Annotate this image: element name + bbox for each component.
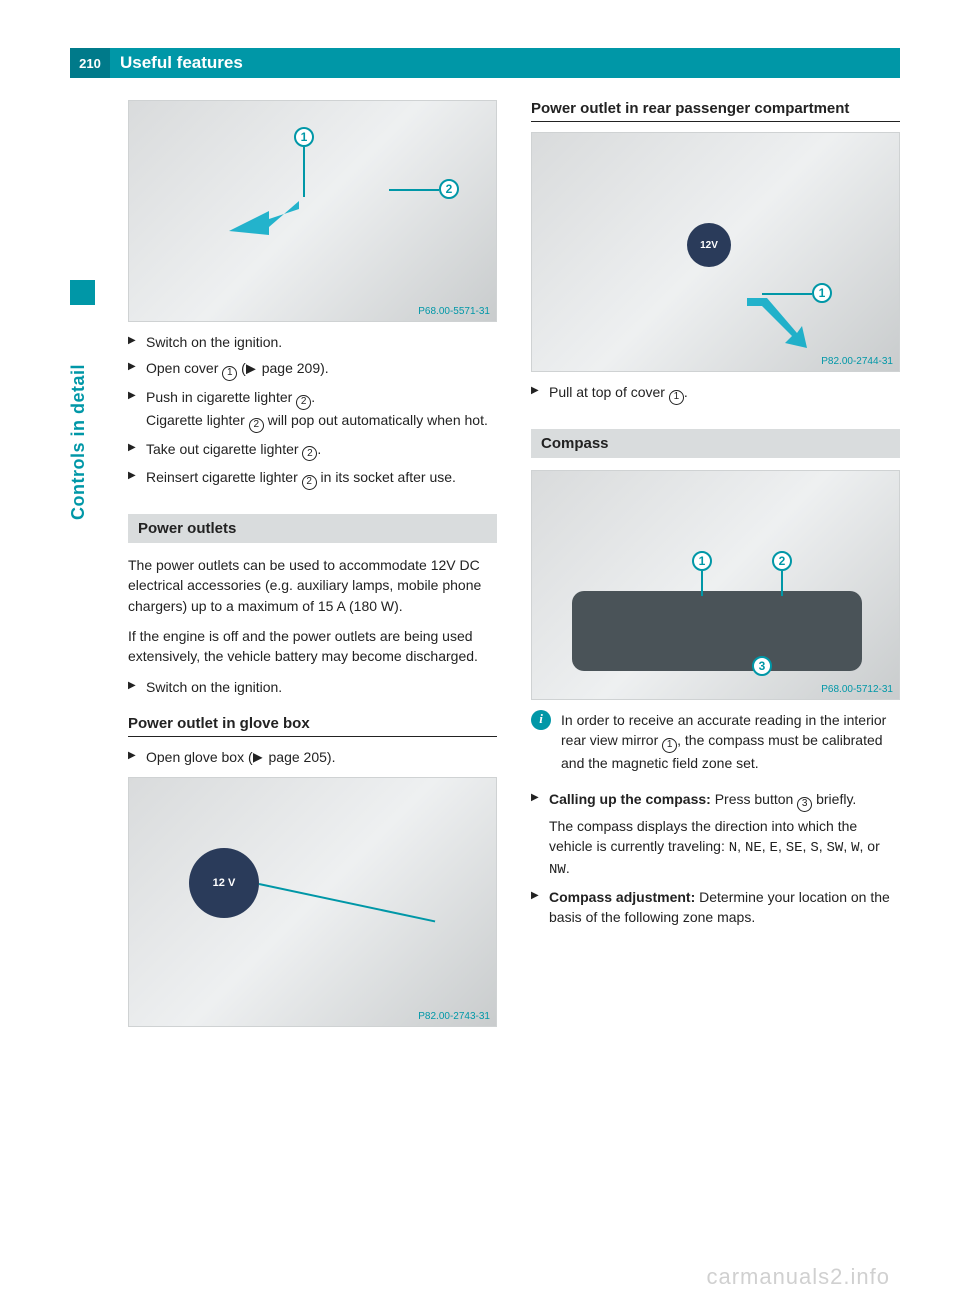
callout-1: 1 <box>692 551 712 571</box>
figure-compass-mirror: 1 2 3 P68.00-5712-31 <box>531 470 900 700</box>
section-heading: Compass <box>531 429 900 458</box>
figure-rear-outlet: 12V 1 P82.00-2744-31 <box>531 132 900 372</box>
outlet-12v-icon: 12V <box>687 223 731 267</box>
figure-glove-box-outlet: 12 V P82.00-2743-31 <box>128 777 497 1027</box>
watermark-text: carmanuals2.info <box>706 1264 890 1290</box>
info-note: i In order to receive an accurate readin… <box>531 710 900 773</box>
step-result: The compass displays the direction into … <box>549 816 900 881</box>
callout-1: 1 <box>294 127 314 147</box>
callout-line <box>303 147 305 197</box>
section-heading: Power outlets <box>128 514 497 543</box>
header-bar: Useful features <box>70 48 900 78</box>
callout-line <box>701 571 703 596</box>
dir-n: N <box>729 840 737 856</box>
step-item: Switch on the ignition. <box>128 332 497 352</box>
ref-2-icon: 2 <box>296 395 311 410</box>
outlet-label: 12V <box>700 240 718 251</box>
callout-line <box>762 293 812 295</box>
callout-line <box>781 571 783 596</box>
step-item: Compass adjustment: Determine your locat… <box>531 887 900 928</box>
direction-arrow-icon <box>229 201 299 241</box>
callout-3: 3 <box>752 656 772 676</box>
ref-2-icon: 2 <box>249 418 264 433</box>
sub-heading: Power outlet in rear passenger compartme… <box>531 100 900 117</box>
ref-1-icon: 1 <box>669 390 684 405</box>
dir-sw: SW <box>827 840 844 856</box>
step-item: Calling up the compass: Press button 3 b… <box>531 789 900 881</box>
rule-line <box>128 736 497 737</box>
mirror-shape <box>572 591 862 671</box>
xref-icon <box>253 753 263 763</box>
step-item: Push in cigarette lighter 2.Cigarette li… <box>128 387 497 433</box>
right-column: Power outlet in rear passenger compartme… <box>531 100 900 1027</box>
step-list: Switch on the ignition. Open cover 1 ( p… <box>128 332 497 490</box>
dir-e: E <box>770 840 778 856</box>
figure-code: P82.00-2744-31 <box>821 356 893 367</box>
dir-w: W <box>851 840 859 856</box>
info-icon: i <box>531 710 551 730</box>
body-text: If the engine is off and the power outle… <box>128 626 497 667</box>
figure-cigarette-lighter: 1 2 P68.00-5571-31 <box>128 100 497 322</box>
ref-3-icon: 3 <box>797 797 812 812</box>
page-number: 210 <box>70 48 110 78</box>
step-list: Switch on the ignition. <box>128 677 497 697</box>
xref-icon <box>246 364 256 374</box>
step-list: Calling up the compass: Press button 3 b… <box>531 789 900 927</box>
step-item: Switch on the ignition. <box>128 677 497 697</box>
callout-line <box>259 883 435 922</box>
step-item: Reinsert cigarette lighter 2 in its sock… <box>128 467 497 490</box>
figure-code: P82.00-2743-31 <box>418 1011 490 1022</box>
dir-ne: NE <box>745 840 762 856</box>
step-item: Open glove box ( page 205). <box>128 747 497 767</box>
step-bold: Compass adjustment: <box>549 889 695 905</box>
side-tab <box>70 280 95 305</box>
info-text: In order to receive an accurate reading … <box>561 710 900 773</box>
outlet-label: 12 V <box>213 877 236 889</box>
step-item: Pull at top of cover 1. <box>531 382 900 405</box>
callout-2: 2 <box>439 179 459 199</box>
direction-arrow-icon <box>747 298 807 348</box>
sub-heading: Power outlet in glove box <box>128 715 497 732</box>
step-text: Switch on the ignition. <box>146 334 282 350</box>
callout-1: 1 <box>812 283 832 303</box>
figure-code: P68.00-5571-31 <box>418 306 490 317</box>
content-columns: 1 2 P68.00-5571-31 Switch on the ignitio… <box>128 100 900 1027</box>
step-bold: Calling up the compass: <box>549 791 711 807</box>
dir-nw: NW <box>549 862 566 878</box>
figure-code: P68.00-5712-31 <box>821 684 893 695</box>
manual-page: Useful features 210 Controls in detail 1… <box>0 0 960 1302</box>
outlet-12v-icon: 12 V <box>189 848 259 918</box>
left-column: 1 2 P68.00-5571-31 Switch on the ignitio… <box>128 100 497 1027</box>
ref-1-icon: 1 <box>222 366 237 381</box>
step-list: Open glove box ( page 205). <box>128 747 497 767</box>
step-item: Take out cigarette lighter 2. <box>128 439 497 462</box>
callout-2: 2 <box>772 551 792 571</box>
body-text: The power outlets can be used to accommo… <box>128 555 497 616</box>
dir-se: SE <box>786 840 803 856</box>
callout-line <box>389 189 439 191</box>
rule-line <box>531 121 900 122</box>
step-text: Switch on the ignition. <box>146 679 282 695</box>
step-item: Open cover 1 ( page 209). <box>128 358 497 381</box>
dir-s: S <box>810 840 818 856</box>
ref-1-icon: 1 <box>662 738 677 753</box>
header-title: Useful features <box>120 48 243 78</box>
ref-2-icon: 2 <box>302 475 317 490</box>
side-section-label: Controls in detail <box>68 364 89 520</box>
step-list: Pull at top of cover 1. <box>531 382 900 405</box>
ref-2-icon: 2 <box>302 446 317 461</box>
